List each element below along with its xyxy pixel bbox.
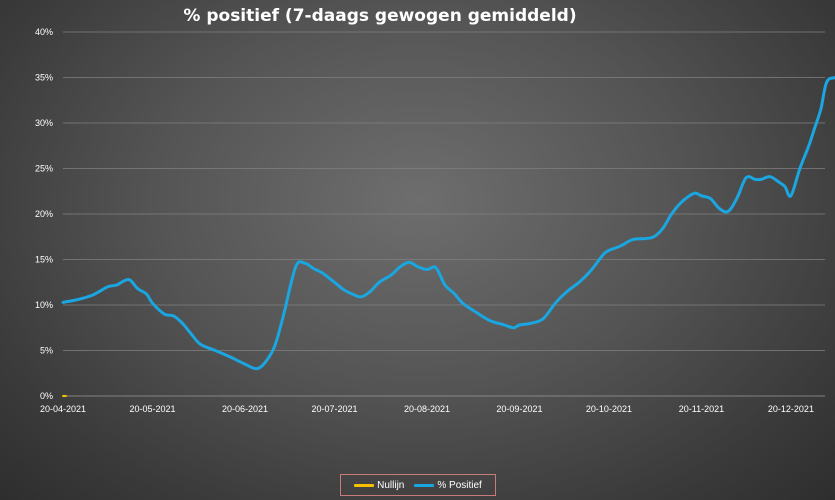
x-tick-label: 20-10-2021 bbox=[586, 404, 632, 414]
y-tick-label: 20% bbox=[35, 209, 53, 219]
y-tick-label: 5% bbox=[40, 346, 53, 356]
y-axis-ticks: 0% 5% 10% 15% 20% 25% 30% 35% 40% bbox=[35, 27, 53, 401]
y-tick-label: 0% bbox=[40, 391, 53, 401]
y-tick-label: 25% bbox=[35, 164, 53, 174]
legend: Nullijn % Positief bbox=[340, 474, 496, 496]
x-tick-label: 20-12-2021 bbox=[768, 404, 814, 414]
grid-lines bbox=[63, 31, 825, 397]
x-tick-label: 20-07-2021 bbox=[311, 404, 357, 414]
legend-swatch-positief bbox=[414, 483, 435, 487]
series-line-positief bbox=[61, 76, 835, 371]
series-lines bbox=[61, 76, 835, 398]
x-tick-label: 20-08-2021 bbox=[404, 404, 450, 414]
x-tick-label: 20-09-2021 bbox=[496, 404, 542, 414]
legend-label-positief: % Positief bbox=[437, 479, 482, 491]
x-tick-label: 20-04-2021 bbox=[40, 404, 86, 414]
legend-item-positief: % Positief bbox=[414, 479, 482, 491]
y-tick-label: 10% bbox=[35, 300, 53, 310]
x-tick-label: 20-11-2021 bbox=[679, 404, 724, 414]
x-tick-label: 20-05-2021 bbox=[129, 404, 175, 414]
legend-label-nullijn: Nullijn bbox=[377, 479, 405, 491]
x-axis-ticks: 20-04-2021 20-05-2021 20-06-2021 20-07-2021… bbox=[40, 404, 814, 414]
x-tick-label: 20-06-2021 bbox=[222, 404, 268, 414]
y-tick-label: 40% bbox=[35, 27, 53, 37]
chart-title: % positief (7-daags gewogen gemiddeld) bbox=[183, 6, 577, 26]
legend-swatch-nullijn bbox=[354, 483, 375, 487]
y-tick-label: 35% bbox=[35, 73, 53, 83]
legend-item-nullijn: Nullijn bbox=[354, 480, 404, 491]
y-tick-label: 15% bbox=[35, 255, 53, 265]
y-tick-label: 30% bbox=[35, 118, 53, 128]
